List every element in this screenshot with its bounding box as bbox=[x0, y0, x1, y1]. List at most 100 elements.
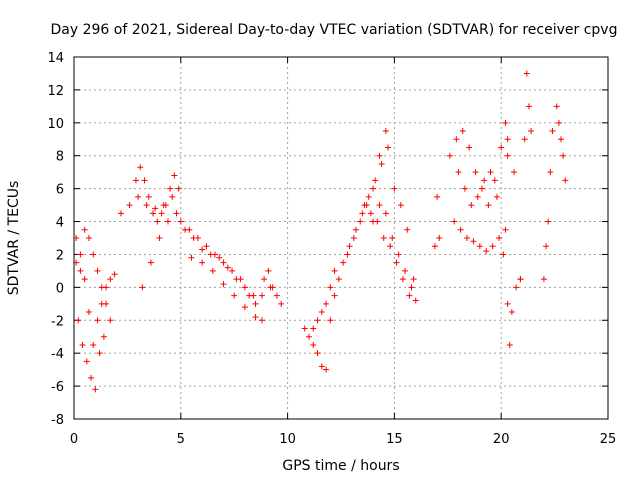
data-point bbox=[209, 267, 216, 274]
data-point bbox=[344, 251, 351, 258]
data-point bbox=[100, 333, 107, 340]
data-point bbox=[455, 169, 462, 176]
data-point bbox=[143, 202, 150, 209]
data-points bbox=[73, 70, 569, 393]
data-point bbox=[327, 284, 334, 291]
data-point bbox=[258, 292, 265, 299]
y-tick-label: 10 bbox=[47, 117, 64, 132]
data-point bbox=[147, 259, 154, 266]
data-point bbox=[502, 119, 509, 126]
data-point bbox=[77, 251, 84, 258]
data-point bbox=[502, 226, 509, 233]
data-point bbox=[171, 172, 178, 179]
data-point bbox=[528, 128, 535, 135]
y-tick-label: 4 bbox=[56, 216, 64, 231]
data-point bbox=[79, 341, 86, 348]
data-point bbox=[94, 267, 101, 274]
data-point bbox=[404, 226, 411, 233]
series-trace-u bbox=[540, 128, 556, 283]
data-point bbox=[402, 267, 409, 274]
data-point bbox=[545, 218, 552, 225]
series-trace-r bbox=[455, 169, 513, 348]
data-point bbox=[88, 374, 95, 381]
y-tick-label: 14 bbox=[47, 51, 64, 66]
data-point bbox=[464, 235, 471, 241]
x-tick-label: 25 bbox=[600, 432, 617, 447]
series-trace-b bbox=[75, 317, 107, 393]
data-point bbox=[359, 210, 366, 217]
data-point bbox=[75, 317, 82, 324]
data-point bbox=[391, 185, 398, 192]
data-point bbox=[96, 350, 103, 357]
data-point bbox=[126, 202, 133, 209]
data-point bbox=[85, 235, 92, 241]
data-point bbox=[220, 259, 227, 266]
data-point bbox=[85, 309, 92, 316]
data-point bbox=[250, 292, 257, 299]
series-trace-e bbox=[132, 164, 182, 225]
data-point bbox=[466, 144, 473, 151]
data-point bbox=[378, 160, 385, 167]
data-point bbox=[361, 202, 368, 209]
data-point bbox=[560, 152, 567, 159]
data-point bbox=[472, 169, 479, 176]
y-tick-label: 0 bbox=[56, 281, 64, 296]
data-point bbox=[98, 284, 105, 291]
data-point bbox=[540, 276, 547, 283]
data-point bbox=[387, 243, 394, 250]
data-point bbox=[382, 210, 389, 217]
data-point bbox=[199, 246, 206, 253]
data-point bbox=[139, 284, 146, 291]
data-point bbox=[350, 235, 357, 241]
y-tick-label: 12 bbox=[47, 84, 64, 99]
series-trace-i bbox=[301, 292, 338, 373]
data-point bbox=[169, 193, 176, 200]
data-point bbox=[117, 210, 124, 217]
data-point bbox=[152, 205, 159, 212]
data-point bbox=[103, 300, 110, 307]
y-tick-label: 6 bbox=[56, 183, 64, 198]
data-point bbox=[457, 226, 464, 233]
data-point bbox=[190, 235, 197, 241]
data-point bbox=[468, 202, 475, 209]
data-point bbox=[399, 276, 406, 283]
data-point bbox=[77, 267, 84, 274]
data-point bbox=[372, 177, 379, 184]
y-tick-label: -4 bbox=[51, 347, 64, 362]
data-point bbox=[370, 218, 377, 225]
x-axis-label: GPS time / hours bbox=[282, 458, 399, 474]
data-point bbox=[389, 235, 396, 241]
series-trace-q bbox=[451, 218, 509, 255]
x-tick-label: 0 bbox=[70, 432, 78, 447]
data-point bbox=[489, 243, 496, 250]
data-point bbox=[367, 210, 374, 217]
data-point bbox=[310, 341, 317, 348]
y-tick-label: 2 bbox=[56, 248, 64, 263]
data-point bbox=[90, 251, 97, 258]
data-point bbox=[461, 185, 468, 192]
data-point bbox=[224, 264, 231, 271]
data-point bbox=[145, 193, 152, 200]
series-trace-s bbox=[502, 119, 524, 316]
data-point bbox=[335, 276, 342, 283]
data-point bbox=[562, 177, 569, 184]
series-trace-t bbox=[521, 70, 535, 143]
data-point bbox=[436, 235, 443, 241]
data-point bbox=[453, 136, 460, 143]
data-point bbox=[553, 103, 560, 110]
data-point bbox=[483, 248, 490, 255]
data-point bbox=[504, 300, 511, 307]
data-point bbox=[135, 193, 142, 200]
data-point bbox=[278, 300, 285, 307]
data-point bbox=[346, 243, 353, 250]
series-trace-j bbox=[310, 267, 342, 332]
data-point bbox=[474, 193, 481, 200]
data-point bbox=[94, 317, 101, 324]
data-point bbox=[318, 363, 325, 370]
data-point bbox=[231, 292, 238, 299]
x-tick-label: 15 bbox=[386, 432, 403, 447]
data-point bbox=[376, 202, 383, 209]
data-point bbox=[555, 119, 562, 126]
data-point bbox=[92, 386, 99, 393]
data-point bbox=[156, 235, 163, 241]
